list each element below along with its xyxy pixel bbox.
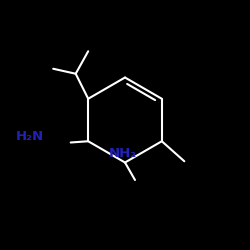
Text: H₂N: H₂N: [16, 130, 44, 143]
Text: NH₂: NH₂: [109, 147, 137, 160]
